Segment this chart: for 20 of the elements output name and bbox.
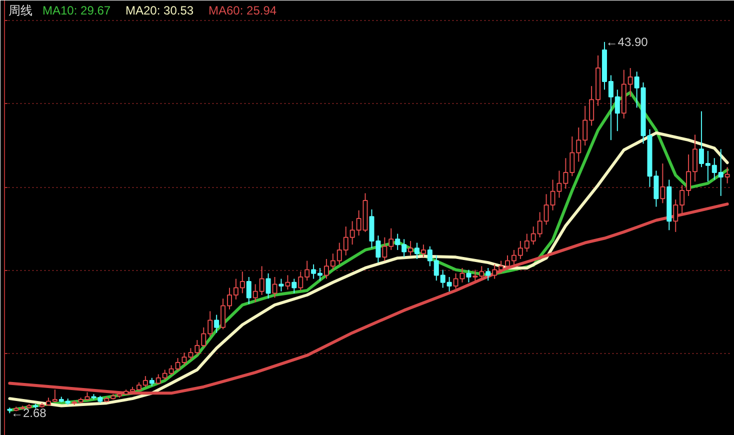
chart-title: 周线 <box>8 4 32 18</box>
candlestick <box>278 278 284 292</box>
candlestick <box>408 240 414 256</box>
candlestick <box>414 242 420 260</box>
annotation: ←43.90 <box>606 34 648 49</box>
text: MA20: 30.53 <box>126 4 194 18</box>
candlestick <box>214 314 220 334</box>
text: MA10: 29.67 <box>42 4 111 18</box>
candlestick <box>420 244 426 258</box>
candlestick <box>246 276 252 305</box>
candlestick <box>266 272 271 300</box>
candlestick <box>660 163 666 204</box>
candlestick <box>486 267 491 282</box>
candlestick <box>285 274 290 290</box>
candlestick <box>292 278 297 294</box>
annotation: ←2.68 <box>10 406 47 420</box>
candlestick <box>724 166 730 184</box>
text: MA60: 25.94 <box>208 4 277 18</box>
candlestick <box>272 276 278 298</box>
candlestick <box>466 269 472 283</box>
